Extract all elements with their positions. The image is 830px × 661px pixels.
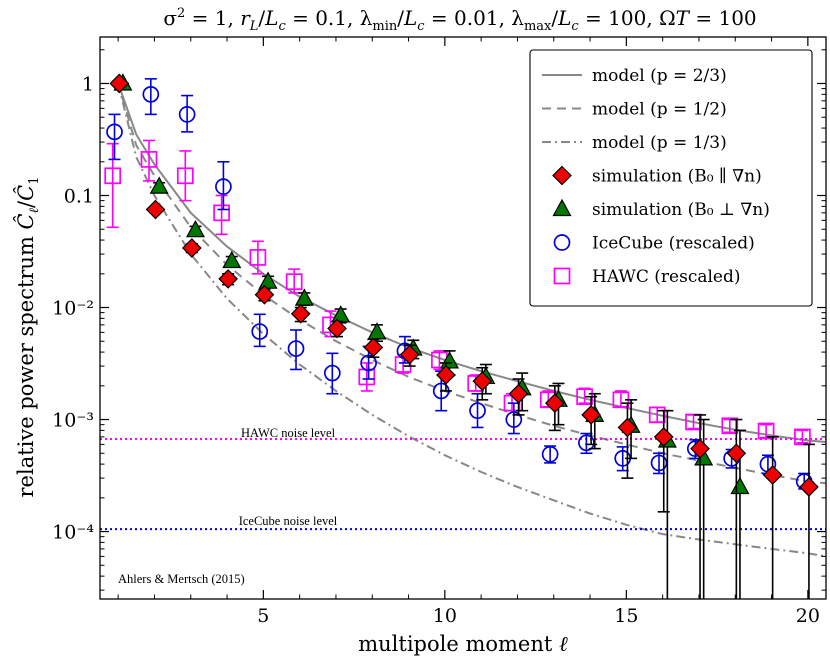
x-axis-label: multipole moment ℓ xyxy=(358,632,568,656)
data-markers xyxy=(104,73,819,599)
sim-par-point-5 xyxy=(254,284,275,305)
x-tick-label-20: 20 xyxy=(796,605,820,627)
sim-par-point-6 xyxy=(290,303,311,324)
sim-par-point-13 xyxy=(544,393,565,414)
hawc-point-5 xyxy=(249,249,267,266)
legend-swatch-6 xyxy=(553,234,571,251)
icecube-point-14 xyxy=(578,434,595,452)
sim-par-point-17 xyxy=(690,438,710,459)
icecube-point-4 xyxy=(215,178,232,195)
icecube-point-2 xyxy=(142,85,160,103)
icecube-noise-label: IceCube noise level xyxy=(239,514,338,528)
icecube-point-12 xyxy=(505,411,523,428)
icecube-point-7 xyxy=(323,364,341,382)
model-curves xyxy=(117,83,827,558)
hawc-point-20 xyxy=(794,428,811,446)
credit-label: Ahlers & Mertsch (2015) xyxy=(118,572,245,586)
hawc-point-16 xyxy=(648,406,666,424)
y-tick-label-0: 1 xyxy=(82,73,94,95)
legend-swatch-7 xyxy=(553,267,571,285)
sim-perp-point-5 xyxy=(258,271,278,289)
hawc-point-18 xyxy=(721,417,739,435)
legend-box xyxy=(529,49,813,307)
sim-par-point-14 xyxy=(581,405,601,425)
hawc-point-4 xyxy=(213,204,230,222)
chart-title-group: σ2 = 1, rL/Lc = 0.1, λmin/Lc = 0.01, λma… xyxy=(163,6,756,34)
sim-par-point-18 xyxy=(726,443,747,464)
model-line-1 xyxy=(117,83,827,443)
y-tick-label-3: 10⁻³ xyxy=(52,410,94,432)
icecube-point-11 xyxy=(469,402,486,420)
sim-perp-point-18 xyxy=(730,476,750,495)
chart-title: σ2 = 1, rL/Lc = 0.1, λmin/Lc = 0.01, λma… xyxy=(163,6,756,34)
hawc-point-3 xyxy=(176,167,194,185)
hawc-point-17 xyxy=(685,413,702,431)
model-line-2 xyxy=(117,83,827,485)
sim-par-point-11 xyxy=(472,371,493,392)
y-tick-label-2: 10⁻² xyxy=(52,298,94,320)
legend-label-3: model (p = 1/3) xyxy=(592,133,727,153)
x-tick-label-5: 5 xyxy=(257,605,269,627)
sim-par-point-4 xyxy=(218,269,238,289)
legend-label-6: IceCube (rescaled) xyxy=(592,234,755,254)
icecube-point-16 xyxy=(650,454,668,472)
y-tick-label-1: 0.1 xyxy=(64,186,94,208)
legend-swatch-5 xyxy=(552,198,572,217)
icecube-point-6 xyxy=(287,340,305,357)
axis-labels: multipole moment ℓ relative power spectr… xyxy=(13,177,568,656)
hawc-point-2 xyxy=(140,151,158,168)
legend: model (p = 2/3) model (p = 1/2) model (p =… xyxy=(529,49,813,307)
legend-swatch-4 xyxy=(552,165,572,186)
model-line-3 xyxy=(117,83,827,558)
axis-ticks: 5 10 15 20 1 0.1 10⁻² 10⁻³ 10⁻⁴ xyxy=(52,37,826,627)
x-tick-label-15: 15 xyxy=(614,605,638,627)
legend-label-5: simulation (B₀ ⊥ ∇n) xyxy=(592,200,770,220)
sim-par-point-7 xyxy=(327,318,347,339)
hawc-point-1 xyxy=(104,167,122,185)
hawc-noise-label: HAWC noise level xyxy=(241,426,336,440)
hawc-point-6 xyxy=(285,273,303,291)
icecube-point-5 xyxy=(251,323,269,340)
icecube-point-13 xyxy=(541,445,559,463)
legend-label-1: model (p = 2/3) xyxy=(592,66,727,86)
icecube-point-3 xyxy=(178,106,196,123)
hawc-point-19 xyxy=(757,422,775,440)
y-axis-label: relative power spectrum Ĉℓ/Ĉ1 xyxy=(13,177,42,498)
legend-label-4: simulation (B₀ ∥ ∇n) xyxy=(592,167,762,187)
legend-label-7: HAWC (rescaled) xyxy=(592,267,741,287)
sim-par-point-12 xyxy=(508,383,529,404)
noise-levels xyxy=(100,438,826,531)
legend-label-2: model (p = 1/2) xyxy=(592,100,727,120)
sim-perp-point-6 xyxy=(294,288,314,306)
icecube-point-8 xyxy=(360,354,377,372)
sim-par-point-3 xyxy=(181,238,202,258)
sim-par-point-1 xyxy=(109,73,130,94)
sim-par-point-15 xyxy=(617,417,638,438)
sim-par-point-2 xyxy=(145,199,166,220)
sim-perp-point-4 xyxy=(222,250,242,269)
sim-par-point-20 xyxy=(799,477,819,497)
sim-par-point-19 xyxy=(762,465,783,485)
x-tick-label-10: 10 xyxy=(433,605,457,627)
y-tick-label-4: 10⁻⁴ xyxy=(52,522,94,544)
sim-par-point-8 xyxy=(363,337,384,358)
annotations: HAWC noise level IceCube noise level Ahl… xyxy=(118,426,338,586)
sim-par-point-16 xyxy=(653,427,674,447)
sim-perp-point-2 xyxy=(149,176,169,194)
sim-perp-point-3 xyxy=(185,219,205,238)
sim-par-point-9 xyxy=(399,344,420,365)
sim-par-point-10 xyxy=(436,365,456,385)
icecube-point-1 xyxy=(106,123,123,141)
